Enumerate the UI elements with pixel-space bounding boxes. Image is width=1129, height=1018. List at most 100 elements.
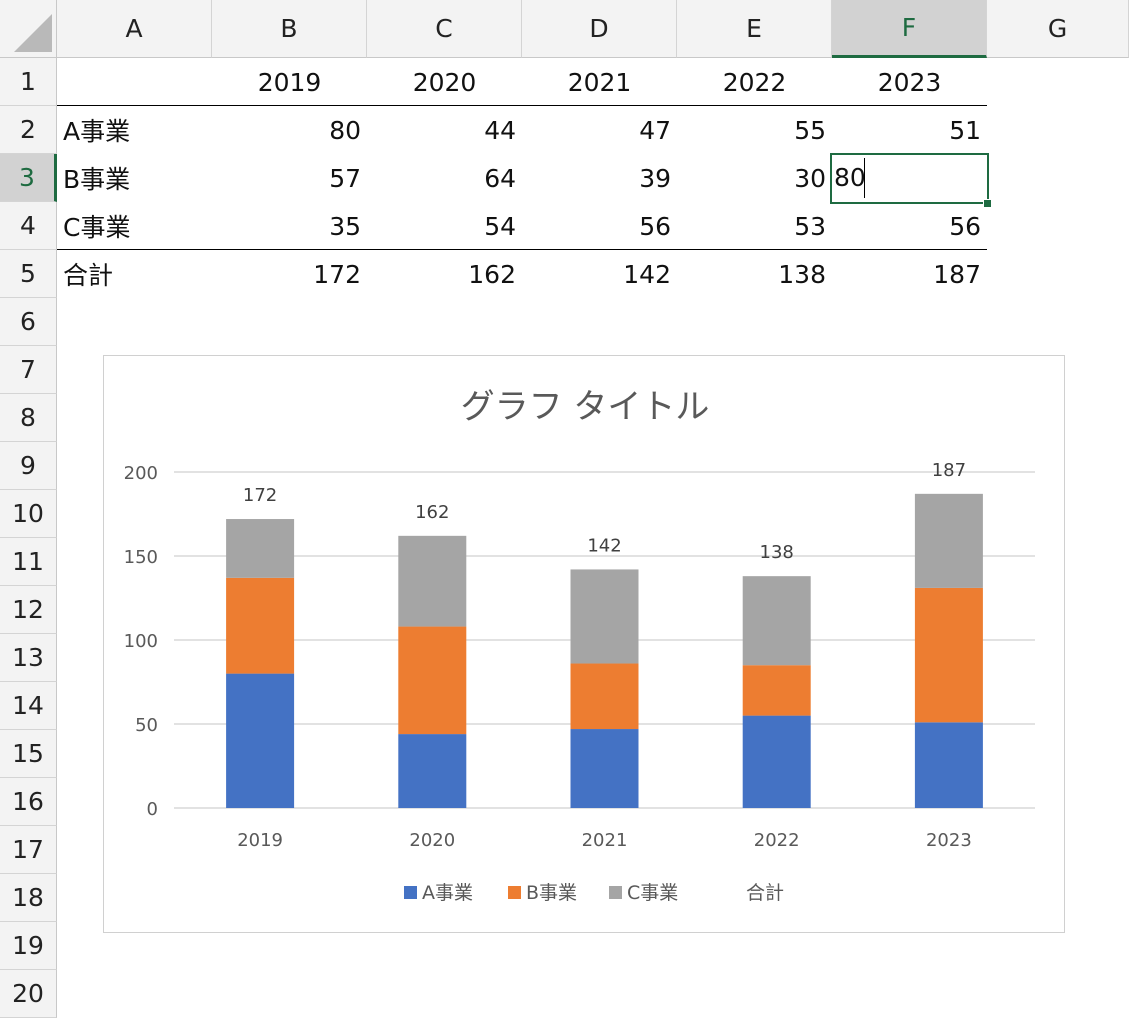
row-header-13[interactable]: 13 xyxy=(0,634,57,682)
cell-b5[interactable]: 172 xyxy=(313,259,361,289)
legend-swatch-1 xyxy=(508,886,521,899)
bar-c-2020 xyxy=(398,535,467,627)
row-header-2[interactable]: 2 xyxy=(0,106,57,154)
cell-c4[interactable]: 54 xyxy=(484,211,516,241)
total-label-2023: 187 xyxy=(932,460,966,481)
legend-swatch-2 xyxy=(609,886,622,899)
column-header-g[interactable]: G xyxy=(987,0,1129,58)
row-header-10[interactable]: 10 xyxy=(0,490,57,538)
cell-d3[interactable]: 39 xyxy=(639,163,671,193)
y-tick-label-150: 150 xyxy=(124,547,158,568)
x-tick-label-2022: 2022 xyxy=(754,830,800,851)
cell-d4[interactable]: 56 xyxy=(639,211,671,241)
cell-a2[interactable]: A事業 xyxy=(63,117,131,146)
cell-d5[interactable]: 142 xyxy=(623,259,671,289)
legend-label-3: 合計 xyxy=(746,882,784,904)
cell-edit-value[interactable]: 80 xyxy=(834,162,866,192)
cell-a5[interactable]: 合計 xyxy=(63,261,114,290)
row-header-18[interactable]: 18 xyxy=(0,874,57,922)
row-header-5[interactable]: 5 xyxy=(0,250,57,298)
select-all-triangle-icon xyxy=(14,14,52,52)
bar-c-2022 xyxy=(742,576,811,666)
cell-b2[interactable]: 80 xyxy=(329,115,361,145)
x-tick-label-2023: 2023 xyxy=(926,830,972,851)
bar-b-2020 xyxy=(398,626,467,735)
cell-c3[interactable]: 64 xyxy=(484,163,516,193)
cell-c5[interactable]: 162 xyxy=(468,259,516,289)
column-header-f[interactable]: F xyxy=(832,0,987,58)
row-header-19[interactable]: 19 xyxy=(0,922,57,970)
row-header-16[interactable]: 16 xyxy=(0,778,57,826)
row-header-9[interactable]: 9 xyxy=(0,442,57,490)
bar-c-2019 xyxy=(226,519,295,578)
y-tick-label-50: 50 xyxy=(135,715,158,736)
text-cursor xyxy=(864,158,865,198)
bar-b-2021 xyxy=(570,663,639,730)
column-header-d[interactable]: D xyxy=(522,0,677,58)
cell-f1[interactable]: 2023 xyxy=(877,67,942,97)
bar-a-2022 xyxy=(742,715,811,808)
row-header-15[interactable]: 15 xyxy=(0,730,57,778)
chart-title: グラフ タイトル xyxy=(461,387,710,427)
active-cell-border[interactable] xyxy=(830,153,989,204)
cell-f4[interactable]: 56 xyxy=(949,211,981,241)
fill-handle[interactable] xyxy=(983,199,992,208)
cell-b1[interactable]: 2019 xyxy=(257,67,322,97)
total-label-2019: 172 xyxy=(243,485,277,506)
bar-c-2021 xyxy=(570,569,639,664)
y-tick-label-0: 0 xyxy=(147,799,158,820)
total-label-2021: 142 xyxy=(587,535,621,556)
cell-c1[interactable]: 2020 xyxy=(412,67,477,97)
column-header-a[interactable]: A xyxy=(57,0,212,58)
row-header-3[interactable]: 3 xyxy=(0,154,57,202)
bar-b-2022 xyxy=(742,665,811,716)
bar-b-2019 xyxy=(226,577,295,674)
row-header-4[interactable]: 4 xyxy=(0,202,57,250)
row-header-8[interactable]: 8 xyxy=(0,394,57,442)
row-header-20[interactable]: 20 xyxy=(0,970,57,1018)
cell-f5[interactable]: 187 xyxy=(933,259,981,289)
cell-f2[interactable]: 51 xyxy=(949,115,981,145)
header-underline xyxy=(57,105,987,106)
cell-e3[interactable]: 30 xyxy=(794,163,826,193)
chart-canvas: グラフ タイトル 0 50 100 150 200 172 2019 162 2020 142 202… xyxy=(124,387,1035,904)
cell-d2[interactable]: 47 xyxy=(639,115,671,145)
cell-e5[interactable]: 138 xyxy=(778,259,826,289)
bar-b-2023 xyxy=(914,587,983,723)
cell-b4[interactable]: 35 xyxy=(329,211,361,241)
x-tick-label-2021: 2021 xyxy=(582,830,628,851)
total-label-2020: 162 xyxy=(415,502,449,523)
column-header-b[interactable]: B xyxy=(212,0,367,58)
column-header-e[interactable]: E xyxy=(677,0,832,58)
row-header-1[interactable]: 1 xyxy=(0,58,57,106)
row-header-7[interactable]: 7 xyxy=(0,346,57,394)
y-tick-label-100: 100 xyxy=(124,631,158,652)
bar-a-2023 xyxy=(914,722,983,808)
cell-d1[interactable]: 2021 xyxy=(567,67,632,97)
legend-label-1: B事業 xyxy=(526,882,577,904)
row-header-6[interactable]: 6 xyxy=(0,298,57,346)
cell-a3[interactable]: B事業 xyxy=(63,165,131,194)
total-overline xyxy=(57,249,987,250)
cell-a4[interactable]: C事業 xyxy=(63,213,131,242)
bar-a-2021 xyxy=(570,729,639,808)
row-header-14[interactable]: 14 xyxy=(0,682,57,730)
legend-swatch-0 xyxy=(404,886,417,899)
column-header-c[interactable]: C xyxy=(367,0,522,58)
cell-e1[interactable]: 2022 xyxy=(722,67,787,97)
x-tick-label-2020: 2020 xyxy=(409,830,455,851)
bar-c-2023 xyxy=(914,493,983,588)
row-header-12[interactable]: 12 xyxy=(0,586,57,634)
total-label-2022: 138 xyxy=(760,542,794,563)
row-header-11[interactable]: 11 xyxy=(0,538,57,586)
cell-e4[interactable]: 53 xyxy=(794,211,826,241)
cell-c2[interactable]: 44 xyxy=(484,115,516,145)
cell-b3[interactable]: 57 xyxy=(329,163,361,193)
x-tick-label-2019: 2019 xyxy=(237,830,283,851)
legend-label-2: C事業 xyxy=(627,882,678,904)
select-all-button[interactable] xyxy=(0,0,57,58)
stacked-bar-chart[interactable]: グラフ タイトル 0 50 100 150 200 172 2019 162 2020 142 202… xyxy=(103,355,1065,933)
row-header-17[interactable]: 17 xyxy=(0,826,57,874)
cell-e2[interactable]: 55 xyxy=(794,115,826,145)
